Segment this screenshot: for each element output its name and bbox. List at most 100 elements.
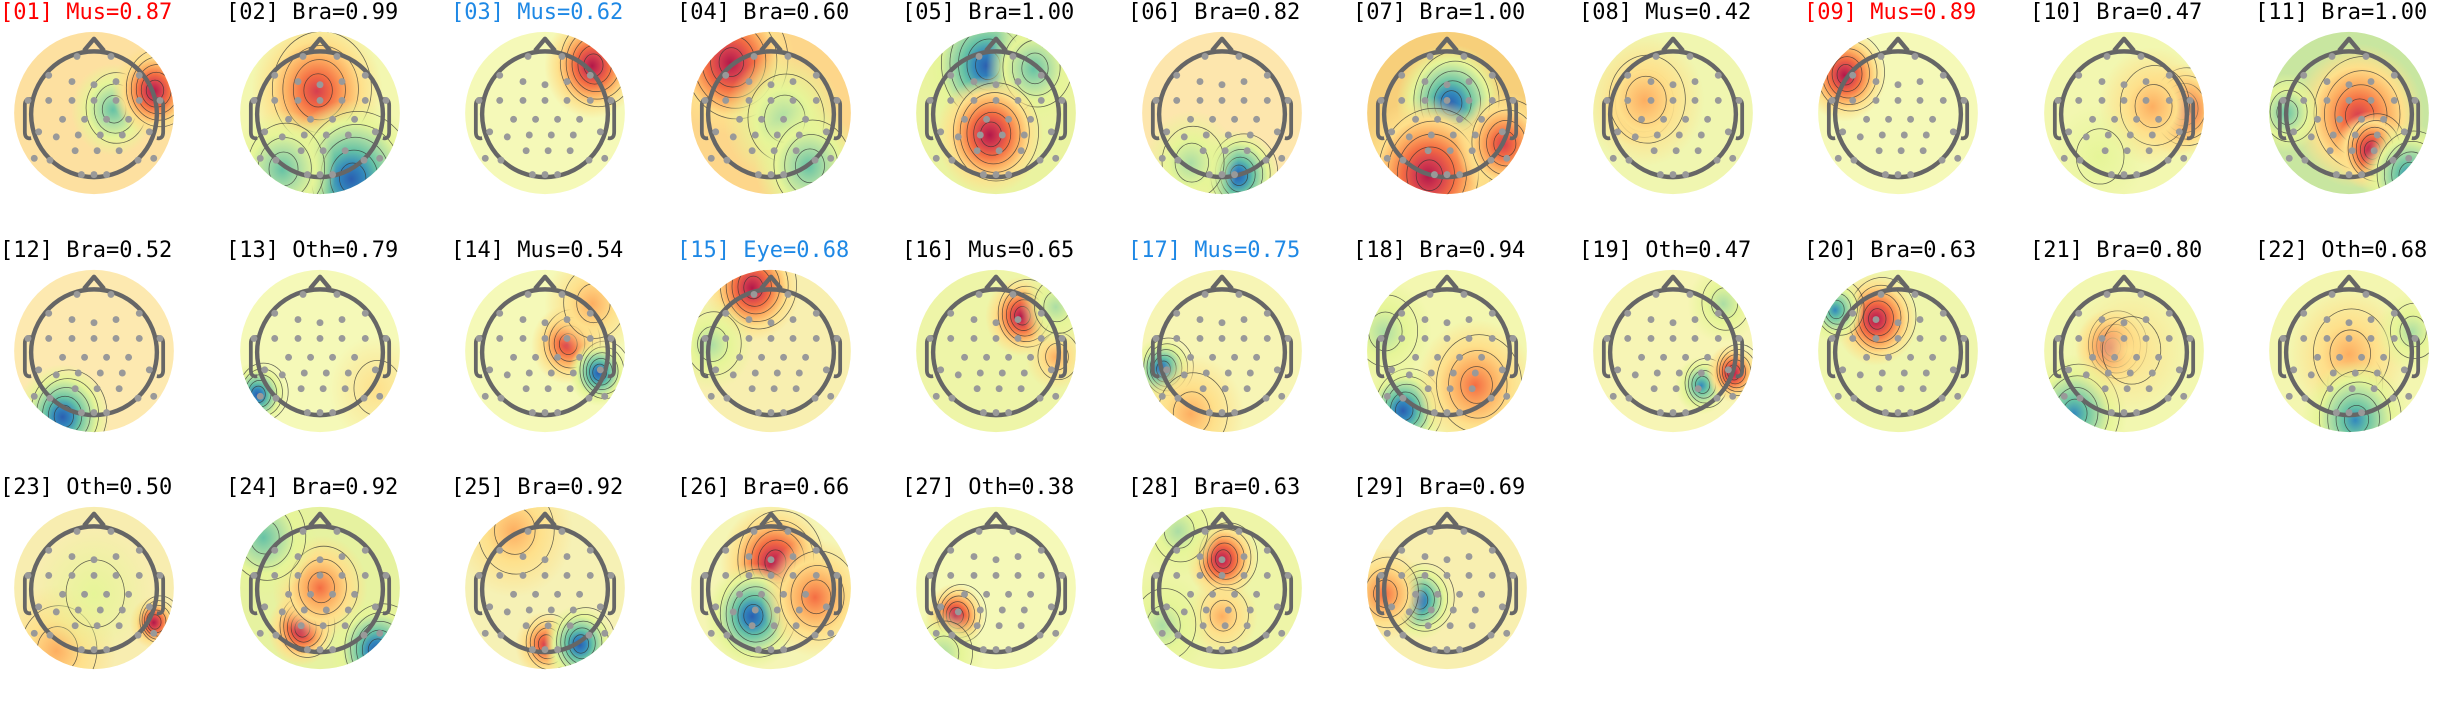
electrode-dot [1231, 171, 1239, 179]
electrode-dot [2120, 171, 2128, 179]
electrode-dot [1052, 154, 1060, 162]
electrode-dot [970, 78, 978, 86]
electrode-dot [701, 96, 709, 104]
nose-icon [308, 511, 332, 528]
electrode-dot [150, 154, 158, 162]
electrode-dot [784, 290, 792, 298]
electrode-dot [361, 571, 369, 579]
electrode-dot [338, 78, 346, 86]
electrode-dot [145, 366, 153, 374]
electrode-dot [329, 115, 337, 123]
electrode-dot [723, 394, 731, 402]
electrode-dot [316, 334, 324, 342]
electrode-dot [563, 334, 571, 342]
electrode-dot [93, 385, 101, 393]
component-panel-18: [18] Bra=0.94 [1353, 238, 1578, 475]
electrode-dot [307, 590, 315, 598]
electrode-dot [712, 603, 720, 611]
electrode-dot [103, 590, 111, 598]
electrode-dot [585, 631, 593, 639]
electrode-dot [278, 133, 286, 141]
electrode-dot [2103, 52, 2111, 60]
electrode-dot [926, 96, 934, 104]
electrode-dot [1196, 316, 1204, 324]
electrode-dot [68, 571, 76, 579]
component-label: [13] Oth=0.79 [226, 238, 399, 263]
electrode-dot [1412, 353, 1420, 361]
electrode-dot [90, 409, 98, 417]
electrode-dot [2290, 128, 2298, 136]
electrode-dot [973, 385, 981, 393]
electrode-dot [2323, 78, 2331, 86]
electrode-dot [1714, 309, 1722, 317]
electrode-dot [566, 385, 574, 393]
electrode-dot [1273, 128, 1281, 136]
scalp-topomap [916, 31, 1076, 195]
electrode-dot [360, 394, 368, 402]
electrode-dot [2101, 147, 2109, 155]
electrode-dot [784, 527, 792, 535]
electrode-dot [1911, 52, 1919, 60]
electrode-dot [947, 546, 955, 554]
electrode-dot [528, 409, 536, 417]
electrode-dot [983, 115, 991, 123]
electrode-dot [510, 590, 518, 598]
electrode-dot [947, 96, 955, 104]
electrode-dot [371, 603, 379, 611]
electrode-dot [1478, 590, 1486, 598]
electrode-dot [256, 392, 264, 400]
electrode-dot [1881, 171, 1889, 179]
electrode-dot [937, 603, 945, 611]
electrode-dot [547, 131, 555, 139]
electrode-dot [81, 115, 89, 123]
contour-line [1215, 549, 1232, 569]
electrode-dot [1894, 334, 1902, 342]
electrode-dot [1196, 96, 1204, 104]
electrode-dot [271, 546, 279, 554]
electrode-dot [1240, 316, 1248, 324]
electrode-dot [93, 147, 101, 155]
electrode-dot [1471, 606, 1479, 614]
electrode-dot [1652, 290, 1660, 298]
electrode-dot [333, 527, 341, 535]
contour-line [737, 269, 772, 307]
electrode-dot [1398, 71, 1406, 79]
electrode-dot [1009, 527, 1017, 535]
electrode-dot [1224, 606, 1232, 614]
contour-line [307, 571, 335, 604]
electrode-dot [112, 316, 120, 324]
electrode-dot [1856, 371, 1864, 379]
electrode-dot [554, 115, 562, 123]
electrode-dot [833, 334, 841, 342]
electrode-dot [1682, 409, 1690, 417]
scalp-topomap [14, 506, 174, 670]
electrode-dot [1235, 290, 1243, 298]
electrode-dot [81, 590, 89, 598]
electrode-dot [1656, 171, 1664, 179]
electrode-dot [2075, 96, 2083, 104]
electrode-dot [1939, 71, 1947, 79]
nose-icon [759, 511, 783, 528]
electrode-dot [1652, 52, 1660, 60]
electrode-dot [1173, 334, 1181, 342]
contour-line [1868, 308, 1887, 330]
electrode-dot [802, 590, 810, 598]
electrode-dot [1900, 369, 1908, 377]
scalp-topomap [1367, 506, 1527, 670]
electrode-dot [59, 590, 67, 598]
topomap-background [916, 506, 1076, 670]
electrode-dot [134, 156, 142, 164]
electrode-dot [338, 334, 346, 342]
electrode-dot [736, 353, 744, 361]
electrode-dot [745, 316, 753, 324]
contour-line [2101, 316, 2162, 385]
electrode-dot [1487, 394, 1495, 402]
electrode-dot [1682, 115, 1690, 123]
electrode-dot [773, 369, 781, 377]
electrode-dot [1218, 81, 1226, 89]
electrode-dot [118, 131, 126, 139]
component-label: [01] Mus=0.87 [0, 0, 173, 25]
electrode-dot [351, 590, 359, 598]
electrode-dot [1863, 353, 1871, 361]
electrode-dot [1047, 366, 1055, 374]
